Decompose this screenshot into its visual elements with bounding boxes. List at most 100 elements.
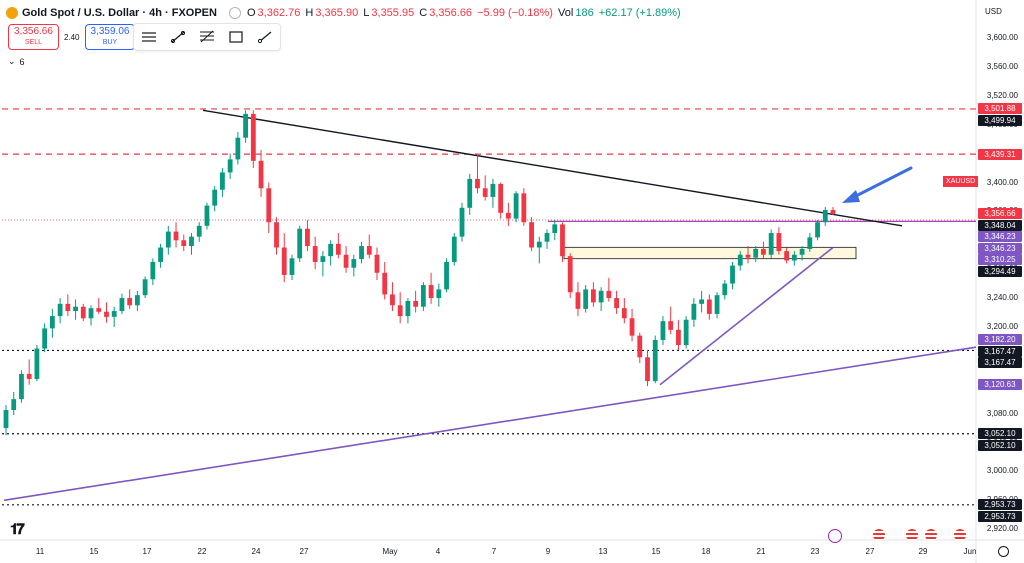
time-tick-label: 15 [651, 547, 661, 556]
rising-trendline-long [3, 346, 977, 502]
candle-body [413, 300, 419, 307]
us-flag-icon[interactable] [925, 529, 937, 541]
price-badge: 3,310.25 [978, 254, 1022, 266]
candle-body [444, 261, 449, 290]
price-tick-label: 3,200.00 [986, 321, 1018, 331]
annotation-arrow [850, 166, 913, 200]
price-badge: 3,499.94 [978, 114, 1022, 126]
candle-body [591, 289, 596, 303]
candle-body [34, 348, 40, 379]
chevron-down-icon: ⌄ [8, 56, 16, 66]
collapse-count: 6 [19, 56, 25, 67]
price-badge: 3,501.88 [978, 103, 1022, 115]
time-tick-label: 13 [598, 547, 608, 556]
candle-body [11, 399, 17, 410]
candle-body [830, 209, 836, 214]
time-tick-label: 24 [251, 547, 261, 556]
price-tick-label: 3,080.00 [986, 408, 1018, 418]
eye-icon[interactable] [228, 7, 241, 19]
sell-price: 3,356.66 [14, 26, 53, 37]
candle-body [382, 272, 388, 295]
flash-event-icon[interactable] [828, 529, 842, 543]
time-tick-label: 23 [810, 547, 820, 556]
candle-body [359, 246, 364, 260]
gear-icon[interactable] [998, 546, 1009, 557]
candle-body [297, 228, 303, 259]
candle-body [220, 172, 225, 190]
candle-body [621, 308, 627, 319]
trend-line-icon[interactable] [169, 28, 187, 46]
candle-body [212, 189, 218, 206]
candle-body [127, 298, 133, 306]
candle-body [250, 113, 256, 161]
candle-body [776, 233, 782, 252]
us-flag-icon[interactable] [906, 529, 918, 541]
low-value: 3,355.95 [371, 7, 415, 19]
candle-body [189, 236, 194, 247]
sell-button[interactable]: 3,356.66 SELL [8, 24, 59, 50]
currency-label[interactable]: USD [985, 7, 1002, 16]
candle-body [567, 256, 573, 293]
candle-body [482, 188, 488, 197]
drawing-toolbar [133, 23, 281, 51]
us-flag-icon[interactable] [954, 529, 966, 541]
candle-body [405, 300, 411, 317]
rising-trendline-short [659, 246, 834, 386]
low-label: L [363, 7, 370, 19]
candle-body [173, 231, 179, 241]
time-tick-label: 27 [299, 547, 309, 556]
candle-body [343, 254, 349, 268]
candle-body [691, 303, 697, 320]
candle-body [475, 178, 480, 189]
price-tick-label: 3,520.00 [986, 90, 1018, 100]
candle-body [142, 279, 148, 296]
candle-body [706, 299, 712, 314]
open-label: O [246, 7, 256, 19]
candle-body [784, 251, 790, 261]
candle-body [498, 183, 504, 213]
us-flag-icon[interactable] [873, 529, 885, 541]
fib-retracement-icon[interactable] [198, 28, 216, 46]
rectangle-icon[interactable] [227, 28, 245, 46]
candle-body [699, 299, 705, 304]
high-label: H [305, 7, 314, 19]
candle-body [289, 258, 295, 275]
price-badge: 2,953.73 [978, 499, 1022, 511]
candle-body [65, 303, 71, 312]
candle-body [49, 316, 55, 329]
candle-body [668, 321, 674, 330]
candle-body [459, 207, 465, 237]
indicator-collapse[interactable]: ⌄ 6 [8, 56, 25, 67]
price-badge: 3,294.49 [978, 265, 1022, 277]
open-value: 3,362.76 [257, 7, 301, 19]
horizontal-lines-icon[interactable] [140, 28, 158, 46]
candle-body [737, 254, 743, 266]
candle-body [536, 241, 542, 248]
ray-icon[interactable] [256, 28, 274, 46]
candle-body [575, 292, 581, 309]
symbol-logo-icon [6, 7, 18, 19]
candle-body [753, 248, 759, 258]
symbol-title[interactable]: Gold Spot / U.S. Dollar · 4h · FXOPEN [22, 7, 217, 19]
candle-body [436, 289, 442, 299]
candle-body [320, 256, 326, 262]
candle-body [660, 321, 666, 340]
candle-body [420, 285, 426, 307]
candle-body [57, 303, 63, 317]
price-badge: 3,348.04 [978, 219, 1022, 231]
price-badge: 3,052.10 [978, 428, 1022, 440]
time-tick-label: Jun [963, 547, 977, 556]
candle-body [791, 254, 797, 261]
candle-body [243, 113, 248, 138]
high-value: 3,365.90 [315, 7, 359, 19]
buy-button[interactable]: 3,359.06 BUY [84, 24, 136, 50]
supply-zone [563, 246, 857, 260]
candle-body [807, 237, 813, 249]
candle-body [490, 183, 496, 197]
candle-body [73, 306, 78, 312]
time-tick-label: 18 [701, 547, 711, 556]
time-tick-label: 9 [545, 547, 551, 556]
